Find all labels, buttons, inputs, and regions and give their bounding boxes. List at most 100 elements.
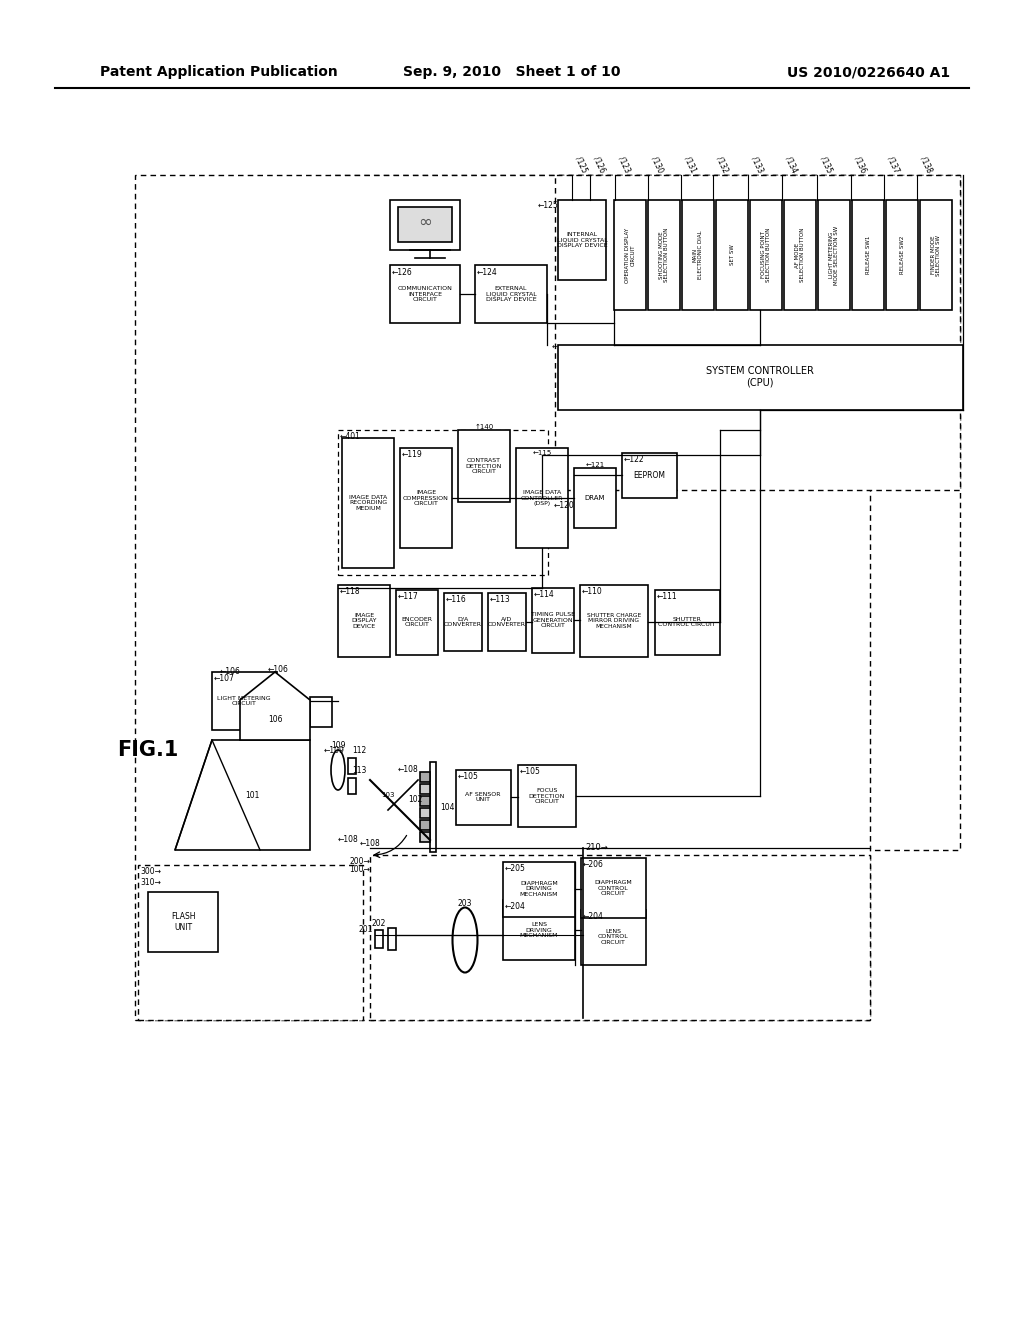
Text: 200→: 200→: [349, 857, 370, 866]
Bar: [614, 201, 646, 310]
Text: FOCUS
DETECTION
CIRCUIT: FOCUS DETECTION CIRCUIT: [528, 788, 565, 804]
Bar: [420, 796, 430, 807]
Bar: [920, 201, 952, 310]
Bar: [581, 858, 646, 917]
Text: 109: 109: [331, 741, 345, 750]
Text: /123: /123: [617, 154, 633, 174]
Text: 300→: 300→: [140, 867, 161, 876]
Text: ←106: ←106: [219, 668, 240, 676]
Text: SHUTTER
CONTROL CIRCUIT: SHUTTER CONTROL CIRCUIT: [658, 616, 716, 627]
Text: DRAM: DRAM: [585, 495, 605, 502]
Text: /133: /133: [750, 154, 765, 174]
Bar: [488, 593, 526, 651]
Text: ←117: ←117: [398, 591, 419, 601]
Text: CONTRAST
DETECTION
CIRCUIT: CONTRAST DETECTION CIRCUIT: [466, 458, 502, 474]
Text: 100→: 100→: [349, 865, 370, 874]
Text: SHUTTER CHARGE
MIRROR DRIVING
MECHANISM: SHUTTER CHARGE MIRROR DRIVING MECHANISM: [587, 612, 641, 630]
Text: 112: 112: [352, 746, 367, 755]
Bar: [750, 201, 782, 310]
Text: ←110: ←110: [582, 587, 603, 597]
Bar: [475, 265, 547, 323]
Bar: [370, 855, 870, 1020]
Text: 113: 113: [352, 766, 367, 775]
Text: EXTERNAL
LIQUID CRYSTAL
DISPLAY DEVICE: EXTERNAL LIQUID CRYSTAL DISPLAY DEVICE: [485, 285, 537, 302]
Bar: [388, 928, 396, 950]
Text: LENS
CONTROL
CIRCUIT: LENS CONTROL CIRCUIT: [598, 929, 629, 945]
Text: SYSTEM CONTROLLER
(CPU): SYSTEM CONTROLLER (CPU): [707, 366, 814, 388]
Text: ←105: ←105: [458, 772, 479, 781]
Text: 103: 103: [382, 792, 395, 799]
Bar: [532, 587, 574, 653]
Text: /130: /130: [650, 154, 666, 174]
Text: ←111: ←111: [657, 591, 678, 601]
Bar: [555, 176, 961, 490]
Polygon shape: [240, 672, 310, 741]
Text: ←401: ←401: [340, 432, 360, 441]
Text: 101: 101: [245, 791, 259, 800]
Text: /138: /138: [919, 154, 934, 174]
Text: OPERATION DISPLAY
CIRCUIT: OPERATION DISPLAY CIRCUIT: [625, 227, 636, 282]
Text: 102: 102: [408, 796, 422, 804]
Text: ←121: ←121: [586, 462, 604, 469]
Text: /125: /125: [574, 154, 590, 174]
Text: ←106: ←106: [267, 665, 288, 675]
Text: AF SENSOR
UNIT: AF SENSOR UNIT: [465, 792, 501, 803]
Bar: [310, 697, 332, 727]
Bar: [444, 593, 482, 651]
Bar: [886, 201, 918, 310]
Bar: [348, 777, 356, 795]
Text: Sep. 9, 2010   Sheet 1 of 10: Sep. 9, 2010 Sheet 1 of 10: [403, 65, 621, 79]
Text: RELEASE SW1: RELEASE SW1: [865, 236, 870, 275]
Text: ←120: ←120: [553, 500, 574, 510]
Text: FINDER MODE
SELECTION SW: FINDER MODE SELECTION SW: [931, 235, 941, 276]
Text: SET SW: SET SW: [729, 244, 734, 265]
Bar: [375, 931, 383, 948]
Text: D/A
CONVERTER: D/A CONVERTER: [444, 616, 482, 627]
Text: ←122: ←122: [624, 455, 645, 465]
Bar: [784, 201, 816, 310]
Bar: [135, 176, 870, 1020]
Bar: [516, 447, 568, 548]
Text: ←114: ←114: [534, 590, 555, 599]
Text: IMAGE DATA
RECORDING
MEDIUM: IMAGE DATA RECORDING MEDIUM: [349, 495, 387, 511]
Text: IMAGE DATA
CONTROLLER
(DSP): IMAGE DATA CONTROLLER (DSP): [521, 490, 563, 507]
Text: A/D
CONVERTER: A/D CONVERTER: [488, 616, 526, 627]
Bar: [852, 201, 884, 310]
Text: ∞: ∞: [418, 213, 432, 231]
Text: ←: ←: [552, 345, 558, 351]
Text: 203: 203: [458, 899, 472, 908]
Text: FIG.1: FIG.1: [118, 741, 178, 760]
Bar: [648, 201, 680, 310]
Text: ←109: ←109: [325, 746, 345, 755]
Bar: [581, 909, 646, 965]
Text: ←108: ←108: [397, 766, 418, 775]
Bar: [138, 865, 362, 1020]
Text: DIAPHRAGM
DRIVING
MECHANISM: DIAPHRAGM DRIVING MECHANISM: [520, 880, 558, 898]
Text: IMAGE
COMPRESSION
CIRCUIT: IMAGE COMPRESSION CIRCUIT: [403, 490, 449, 507]
Text: 210→: 210→: [585, 843, 608, 853]
Text: IMAGE
DISPLAY
DEVICE: IMAGE DISPLAY DEVICE: [351, 612, 377, 630]
Bar: [390, 265, 460, 323]
Text: ←116: ←116: [446, 595, 467, 605]
Bar: [398, 207, 452, 242]
Bar: [558, 201, 606, 280]
Polygon shape: [175, 741, 310, 850]
Bar: [420, 808, 430, 818]
Bar: [503, 862, 575, 917]
Text: ←105: ←105: [520, 767, 541, 776]
Text: ←204: ←204: [505, 902, 526, 911]
Bar: [338, 430, 548, 576]
Bar: [430, 762, 436, 851]
Bar: [390, 201, 460, 249]
Text: FLASH
UNIT: FLASH UNIT: [171, 912, 196, 932]
Text: DIAPHRAGM
CONTROL
CIRCUIT: DIAPHRAGM CONTROL CIRCUIT: [594, 879, 632, 896]
Text: /132: /132: [715, 154, 730, 174]
Text: ←124: ←124: [477, 268, 498, 277]
Bar: [342, 438, 394, 568]
Text: MAIN
ELECTRONIC DIAL: MAIN ELECTRONIC DIAL: [692, 231, 703, 280]
Text: ←108: ←108: [337, 836, 358, 845]
Text: 106: 106: [267, 715, 283, 725]
Text: /137: /137: [886, 154, 901, 174]
Bar: [420, 820, 430, 830]
Bar: [338, 585, 390, 657]
